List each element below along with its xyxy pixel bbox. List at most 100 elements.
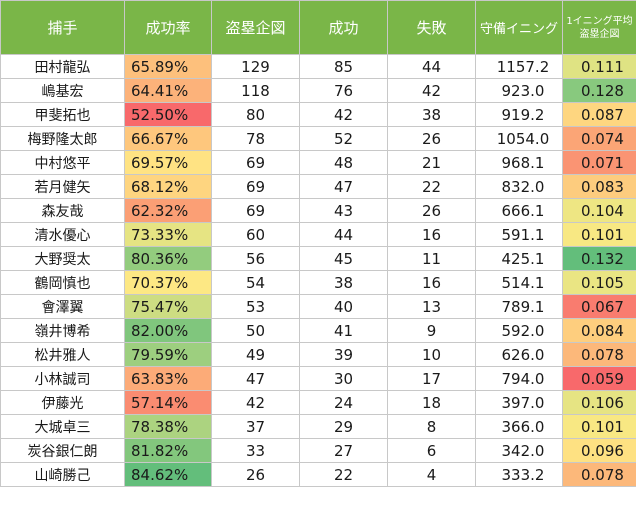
table-row: 山崎勝己 84.62% 26 22 4 333.2 0.078: [0, 462, 636, 487]
catcher-name-cell: 梅野隆太郎: [0, 126, 125, 151]
success-rate-cell: 69.57%: [124, 150, 212, 175]
avg-attempts-cell: 0.106: [562, 390, 636, 415]
avg-attempts-cell: 0.128: [562, 78, 636, 103]
table-row: 梅野隆太郎 66.67% 78 52 26 1054.0 0.074: [0, 126, 636, 151]
fail-cell: 11: [387, 246, 476, 271]
success-rate-cell: 81.82%: [124, 438, 212, 463]
fail-cell: 18: [387, 390, 476, 415]
fail-cell: 13: [387, 294, 476, 319]
success-rate-cell: 52.50%: [124, 102, 212, 127]
catcher-name-cell: 炭谷銀仁朗: [0, 438, 125, 463]
innings-cell: 666.1: [475, 198, 563, 223]
header-catcher: 捕手: [0, 0, 125, 55]
attempts-cell: 26: [211, 462, 300, 487]
attempts-cell: 60: [211, 222, 300, 247]
table-row: 鶴岡慎也 70.37% 54 38 16 514.1 0.105: [0, 270, 636, 295]
fail-cell: 8: [387, 414, 476, 439]
header-innings: 守備イニング: [475, 0, 563, 55]
success-cell: 48: [299, 150, 388, 175]
table-row: 大野奨太 80.36% 56 45 11 425.1 0.132: [0, 246, 636, 271]
avg-attempts-cell: 0.104: [562, 198, 636, 223]
header-fail: 失敗: [387, 0, 476, 55]
fail-cell: 16: [387, 222, 476, 247]
fail-cell: 4: [387, 462, 476, 487]
innings-cell: 919.2: [475, 102, 563, 127]
success-rate-cell: 78.38%: [124, 414, 212, 439]
catcher-name-cell: 山崎勝己: [0, 462, 125, 487]
success-cell: 38: [299, 270, 388, 295]
success-cell: 40: [299, 294, 388, 319]
catcher-name-cell: 田村龍弘: [0, 54, 125, 79]
success-cell: 45: [299, 246, 388, 271]
innings-cell: 342.0: [475, 438, 563, 463]
catcher-name-cell: 鶴岡慎也: [0, 270, 125, 295]
innings-cell: 923.0: [475, 78, 563, 103]
success-cell: 43: [299, 198, 388, 223]
success-rate-cell: 66.67%: [124, 126, 212, 151]
avg-attempts-cell: 0.074: [562, 126, 636, 151]
success-rate-cell: 57.14%: [124, 390, 212, 415]
success-rate-cell: 79.59%: [124, 342, 212, 367]
avg-attempts-cell: 0.096: [562, 438, 636, 463]
fail-cell: 16: [387, 270, 476, 295]
table-row: 田村龍弘 65.89% 129 85 44 1157.2 0.111: [0, 54, 636, 79]
catcher-name-cell: 伊藤光: [0, 390, 125, 415]
attempts-cell: 42: [211, 390, 300, 415]
header-success-rate: 成功率: [124, 0, 212, 55]
success-rate-cell: 84.62%: [124, 462, 212, 487]
attempts-cell: 118: [211, 78, 300, 103]
table-row: 清水優心 73.33% 60 44 16 591.1 0.101: [0, 222, 636, 247]
fail-cell: 9: [387, 318, 476, 343]
table-row: 炭谷銀仁朗 81.82% 33 27 6 342.0 0.096: [0, 438, 636, 463]
attempts-cell: 69: [211, 198, 300, 223]
success-cell: 44: [299, 222, 388, 247]
innings-cell: 626.0: [475, 342, 563, 367]
success-cell: 30: [299, 366, 388, 391]
avg-attempts-cell: 0.067: [562, 294, 636, 319]
catcher-name-cell: 森友哉: [0, 198, 125, 223]
fail-cell: 42: [387, 78, 476, 103]
avg-attempts-cell: 0.078: [562, 462, 636, 487]
table-row: 松井雅人 79.59% 49 39 10 626.0 0.078: [0, 342, 636, 367]
table-row: 伊藤光 57.14% 42 24 18 397.0 0.106: [0, 390, 636, 415]
success-rate-cell: 70.37%: [124, 270, 212, 295]
success-cell: 85: [299, 54, 388, 79]
innings-cell: 592.0: [475, 318, 563, 343]
fail-cell: 26: [387, 126, 476, 151]
fail-cell: 22: [387, 174, 476, 199]
table-row: 會澤翼 75.47% 53 40 13 789.1 0.067: [0, 294, 636, 319]
catcher-name-cell: 會澤翼: [0, 294, 125, 319]
attempts-cell: 53: [211, 294, 300, 319]
catcher-name-cell: 若月健矢: [0, 174, 125, 199]
success-cell: 27: [299, 438, 388, 463]
innings-cell: 1157.2: [475, 54, 563, 79]
success-cell: 76: [299, 78, 388, 103]
avg-attempts-cell: 0.078: [562, 342, 636, 367]
success-cell: 41: [299, 318, 388, 343]
success-cell: 42: [299, 102, 388, 127]
innings-cell: 968.1: [475, 150, 563, 175]
innings-cell: 789.1: [475, 294, 563, 319]
avg-attempts-cell: 0.111: [562, 54, 636, 79]
success-cell: 39: [299, 342, 388, 367]
innings-cell: 1054.0: [475, 126, 563, 151]
table-row: 甲斐拓也 52.50% 80 42 38 919.2 0.087: [0, 102, 636, 127]
table-row: 若月健矢 68.12% 69 47 22 832.0 0.083: [0, 174, 636, 199]
success-rate-cell: 64.41%: [124, 78, 212, 103]
innings-cell: 333.2: [475, 462, 563, 487]
attempts-cell: 37: [211, 414, 300, 439]
innings-cell: 794.0: [475, 366, 563, 391]
catcher-name-cell: 松井雅人: [0, 342, 125, 367]
success-cell: 29: [299, 414, 388, 439]
fail-cell: 10: [387, 342, 476, 367]
attempts-cell: 80: [211, 102, 300, 127]
table-row: 大城卓三 78.38% 37 29 8 366.0 0.101: [0, 414, 636, 439]
avg-attempts-cell: 0.083: [562, 174, 636, 199]
avg-attempts-cell: 0.101: [562, 222, 636, 247]
success-cell: 22: [299, 462, 388, 487]
success-cell: 52: [299, 126, 388, 151]
success-rate-cell: 82.00%: [124, 318, 212, 343]
avg-attempts-cell: 0.132: [562, 246, 636, 271]
header-avg-attempts: 1イニング平均盗塁企図: [562, 0, 636, 55]
attempts-cell: 69: [211, 174, 300, 199]
